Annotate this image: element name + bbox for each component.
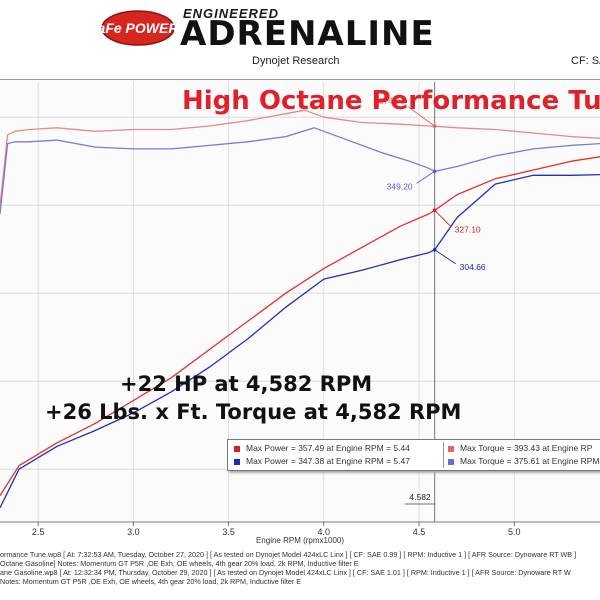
legend-swatch	[234, 458, 240, 465]
annotation-leader	[408, 106, 435, 127]
afe-power-logo: aFe POWER	[100, 10, 176, 46]
series-line-1	[0, 109, 600, 206]
logo-adrenaline: ADRENALINE	[180, 14, 435, 54]
logo-engineered: ENGINEERED	[183, 6, 279, 21]
legend-torque-gas: Max Torque = 375.61 at Engine RPM	[460, 456, 600, 466]
x-tick-label: 3.0	[127, 527, 140, 537]
legend-swatch	[234, 445, 240, 452]
x-tick-label: 4.0	[318, 527, 331, 537]
annotation-marker	[432, 208, 437, 213]
researcher-label: Dynojet Research	[252, 55, 340, 67]
series-line-4	[0, 173, 600, 509]
run-note-line: Octane Gasoline] Notes: Momentum GT P5R …	[0, 559, 359, 568]
legend-swatch	[448, 445, 454, 452]
annotation-marker	[432, 124, 437, 128]
annotation-leader	[434, 209, 451, 227]
annotation-marker	[432, 169, 437, 174]
series-line-3	[0, 156, 600, 496]
header-divider	[0, 79, 600, 80]
annotation-leader	[434, 249, 456, 265]
legend-torque-tune: Max Torque = 393.43 at Engine RP	[460, 443, 593, 453]
series-line-2	[0, 127, 600, 215]
x-axis-title: Engine RPM (rpmx1000)	[256, 536, 344, 545]
annotation-label: 304.66	[460, 262, 486, 272]
legend-row-tune: Max Power = 357.49 at Engine RPM = 5.44	[234, 443, 410, 453]
gain-torque-text: +26 Lbs. x Ft. Torque at 4,582 RPM	[45, 400, 462, 424]
annotation-leader	[416, 171, 435, 184]
run-notes: ormance Tune.wp8 [ At: 7:32:53 AM, Tuesd…	[0, 550, 600, 586]
rpm-cursor-label: 4.582	[409, 492, 431, 502]
run-note-line: ane Gasoline.wp8 [ At: 12:32:34 PM, Thur…	[0, 568, 571, 577]
legend-power-gas: Max Power = 347.38 at Engine RPM = 5.47	[246, 456, 410, 466]
run-note-line: Notes: Momentum GT P5R ,OE Exh, OE wheel…	[0, 577, 302, 586]
x-tick-label: 2.5	[32, 527, 45, 537]
header: aFe POWER ENGINEERED ADRENALINE Dynojet …	[0, 0, 600, 86]
annotation-label: 327.10	[455, 224, 481, 234]
run-note-line: ormance Tune.wp8 [ At: 7:32:53 AM, Tuesd…	[0, 550, 577, 559]
legend-row-gas-torque: Max Torque = 375.61 at Engine RPM	[448, 456, 599, 466]
x-tick-label: 5.0	[508, 527, 521, 537]
logo-text: aFe POWER	[100, 20, 176, 36]
legend-power-tune: Max Power = 357.49 at Engine RPM = 5.44	[246, 443, 410, 453]
gain-hp-text: +22 HP at 4,582 RPM	[120, 372, 373, 396]
cf-label: CF: SA	[571, 55, 600, 67]
legend-row-gas: Max Power = 347.38 at Engine RPM = 5.47	[234, 456, 410, 466]
chart-title: High Octane Performance Tu	[182, 86, 600, 116]
annotation-label: 349.20	[387, 181, 413, 191]
x-tick-label: 3.5	[222, 527, 235, 537]
annotation-label: 374.91	[379, 96, 405, 106]
annotation-marker	[432, 247, 437, 252]
legend-divider	[443, 442, 444, 468]
x-tick-label: 4.5	[413, 527, 426, 537]
legend-row-tune-torque: Max Torque = 393.43 at Engine RP	[448, 443, 592, 453]
legend-swatch	[448, 458, 454, 465]
legend-box: Max Power = 357.49 at Engine RPM = 5.44 …	[227, 439, 600, 471]
